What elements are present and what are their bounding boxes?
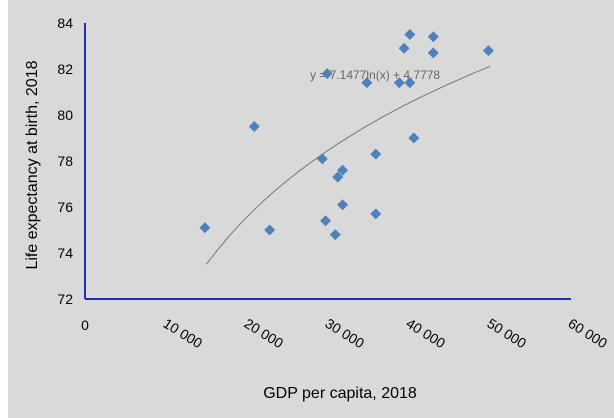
x-tick-label: 20 000 — [241, 315, 286, 351]
data-point — [408, 132, 420, 144]
data-point — [337, 199, 349, 211]
data-point — [361, 77, 373, 89]
x-tick-label: 50 000 — [484, 315, 529, 351]
y-tick-labels: 72 74 76 78 80 82 84 — [57, 15, 73, 307]
x-tick-label: 60 000 — [565, 315, 610, 351]
x-axis-title: GDP per capita, 2018 — [263, 385, 417, 402]
chart-background — [8, 0, 614, 418]
x-tick-label: 10 000 — [160, 315, 205, 351]
data-point — [427, 31, 439, 43]
x-tick-labels: 0 10 000 20 000 30 000 40 000 50 000 60 000 — [81, 315, 610, 351]
data-point — [404, 29, 416, 40]
data-point — [482, 45, 494, 57]
y-tick-label: 76 — [57, 199, 73, 215]
y-tick-label: 80 — [57, 107, 73, 123]
y-tick-label: 74 — [57, 245, 73, 261]
data-point — [199, 222, 211, 234]
x-tick-label: 30 000 — [322, 315, 367, 351]
x-tick-label: 40 000 — [403, 315, 448, 351]
data-point — [370, 148, 382, 160]
y-axis-title: Life expectancy at birth, 2018 — [24, 60, 41, 269]
data-point — [320, 215, 332, 227]
data-point — [370, 208, 382, 220]
data-point — [404, 77, 416, 89]
data-point — [427, 47, 439, 59]
y-tick-label: 78 — [57, 153, 73, 169]
data-point — [398, 42, 410, 54]
y-tick-label: 84 — [57, 15, 73, 31]
trendline-equation: y = 7.1477ln(x) + 4.7778 — [310, 68, 440, 82]
data-point — [337, 164, 349, 176]
data-points — [199, 29, 494, 241]
y-tick-label: 72 — [57, 291, 73, 307]
x-tick-label: 0 — [81, 317, 89, 333]
data-point — [332, 171, 344, 183]
data-point — [329, 229, 341, 241]
y-tick-label: 82 — [57, 61, 73, 77]
data-point — [248, 121, 260, 132]
data-point — [316, 153, 328, 165]
data-point — [264, 224, 276, 236]
data-point — [321, 68, 333, 80]
data-point — [393, 77, 405, 89]
trendline — [206, 65, 491, 265]
